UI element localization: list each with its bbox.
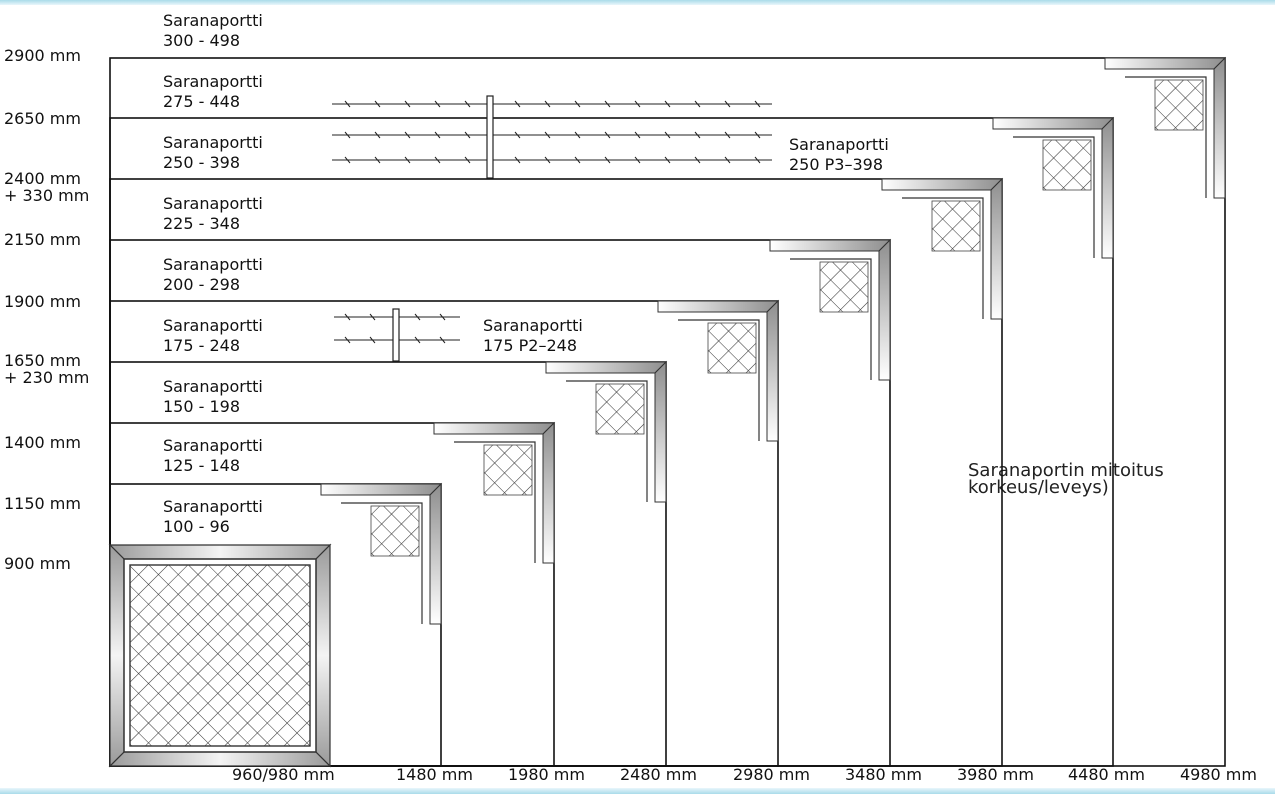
gate-label-250: Saranaportti 250 - 398 bbox=[163, 133, 263, 172]
gate-label-275: Saranaportti 275 - 448 bbox=[163, 72, 263, 111]
x-label-1980: 1980 mm bbox=[508, 765, 585, 784]
gate-900-full bbox=[108, 543, 332, 768]
gate-label-125: Saranaportti 125 - 148 bbox=[163, 436, 263, 475]
outline-2900-4980 bbox=[109, 57, 1226, 767]
gate-label-175-p2: Saranaportti 175 P2–248 bbox=[483, 316, 583, 355]
barbed-wire-p2 bbox=[334, 308, 460, 362]
y-label-1650: 1650 mm + 230 mm bbox=[4, 351, 90, 387]
gate-label-175: Saranaportti 175 - 248 bbox=[163, 316, 263, 355]
corner-1480 bbox=[320, 482, 443, 625]
y-label-1900: 1900 mm bbox=[4, 292, 81, 311]
barbed-wire-p3 bbox=[332, 95, 772, 179]
x-label-3980: 3980 mm bbox=[957, 765, 1034, 784]
y-label-2650: 2650 mm bbox=[4, 109, 81, 128]
x-label-4480: 4480 mm bbox=[1068, 765, 1145, 784]
y-label-1400: 1400 mm bbox=[4, 433, 81, 452]
top-accent-bar bbox=[0, 0, 1275, 5]
y-label-1150: 1150 mm bbox=[4, 494, 81, 513]
x-label-2980: 2980 mm bbox=[733, 765, 810, 784]
corner-2980 bbox=[657, 299, 780, 442]
y-label-2900: 2900 mm bbox=[4, 46, 81, 65]
y-label-2150: 2150 mm bbox=[4, 230, 81, 249]
corner-gates bbox=[320, 56, 1227, 625]
x-label-2480: 2480 mm bbox=[620, 765, 697, 784]
gate-label-225: Saranaportti 225 - 348 bbox=[163, 194, 263, 233]
corner-2480 bbox=[545, 360, 668, 503]
y-label-900: 900 mm bbox=[4, 554, 71, 573]
gate-label-200: Saranaportti 200 - 298 bbox=[163, 255, 263, 294]
gate-label-300: Saranaportti 300 - 498 bbox=[163, 11, 263, 50]
corner-4980 bbox=[1104, 56, 1227, 199]
gate-label-150: Saranaportti 150 - 198 bbox=[163, 377, 263, 416]
x-label-4980: 4980 mm bbox=[1180, 765, 1257, 784]
gate-label-250-p3: Saranaportti 250 P3–398 bbox=[789, 135, 889, 174]
corner-1980 bbox=[433, 421, 556, 564]
x-label-980: 960/980 mm bbox=[232, 765, 335, 784]
y-label-2400: 2400 mm + 330 mm bbox=[4, 169, 90, 205]
gate-label-100: Saranaportti 100 - 96 bbox=[163, 497, 263, 536]
corner-3980 bbox=[881, 177, 1004, 320]
x-label-3480: 3480 mm bbox=[845, 765, 922, 784]
dimension-note: Saranaportin mitoitus korkeus/leveys) bbox=[968, 460, 1164, 498]
bottom-accent-bar bbox=[0, 788, 1275, 794]
corner-4480 bbox=[992, 116, 1115, 259]
corner-3480 bbox=[769, 238, 892, 381]
x-label-1480: 1480 mm bbox=[396, 765, 473, 784]
